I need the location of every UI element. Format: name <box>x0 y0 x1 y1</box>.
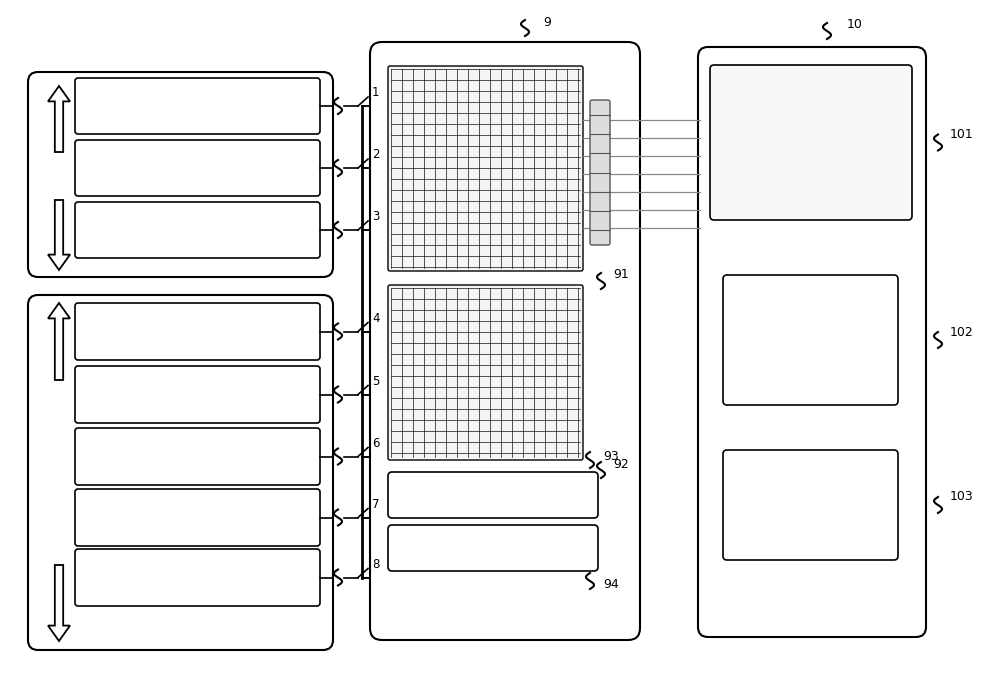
Text: 9: 9 <box>543 16 551 29</box>
FancyBboxPatch shape <box>388 285 583 460</box>
FancyBboxPatch shape <box>590 100 610 245</box>
Text: 1: 1 <box>372 86 380 100</box>
Text: 3: 3 <box>372 210 379 223</box>
Text: 8: 8 <box>372 558 379 571</box>
FancyBboxPatch shape <box>75 366 320 423</box>
Polygon shape <box>48 86 70 152</box>
FancyBboxPatch shape <box>75 78 320 134</box>
Text: 10: 10 <box>847 18 863 31</box>
FancyBboxPatch shape <box>698 47 926 637</box>
FancyBboxPatch shape <box>75 303 320 360</box>
Text: 93: 93 <box>603 449 619 462</box>
Polygon shape <box>48 565 70 641</box>
Text: 103: 103 <box>950 490 974 504</box>
FancyBboxPatch shape <box>75 428 320 485</box>
FancyBboxPatch shape <box>388 525 598 571</box>
FancyBboxPatch shape <box>388 472 598 518</box>
Polygon shape <box>48 200 70 270</box>
Text: 101: 101 <box>950 128 974 141</box>
Text: 6: 6 <box>372 437 380 450</box>
FancyBboxPatch shape <box>370 42 640 640</box>
FancyBboxPatch shape <box>723 450 898 560</box>
Text: 91: 91 <box>613 268 629 282</box>
FancyBboxPatch shape <box>75 489 320 546</box>
FancyBboxPatch shape <box>28 72 333 277</box>
FancyBboxPatch shape <box>75 140 320 196</box>
Text: 94: 94 <box>603 579 619 591</box>
Text: 102: 102 <box>950 325 974 339</box>
FancyBboxPatch shape <box>388 66 583 271</box>
Text: 7: 7 <box>372 498 380 511</box>
Text: 92: 92 <box>613 458 629 471</box>
Polygon shape <box>48 303 70 380</box>
Text: 4: 4 <box>372 312 380 325</box>
FancyBboxPatch shape <box>723 275 898 405</box>
FancyBboxPatch shape <box>75 202 320 258</box>
FancyBboxPatch shape <box>28 295 333 650</box>
FancyBboxPatch shape <box>75 549 320 606</box>
FancyBboxPatch shape <box>710 65 912 220</box>
Text: 2: 2 <box>372 149 380 162</box>
Text: 5: 5 <box>372 375 379 388</box>
